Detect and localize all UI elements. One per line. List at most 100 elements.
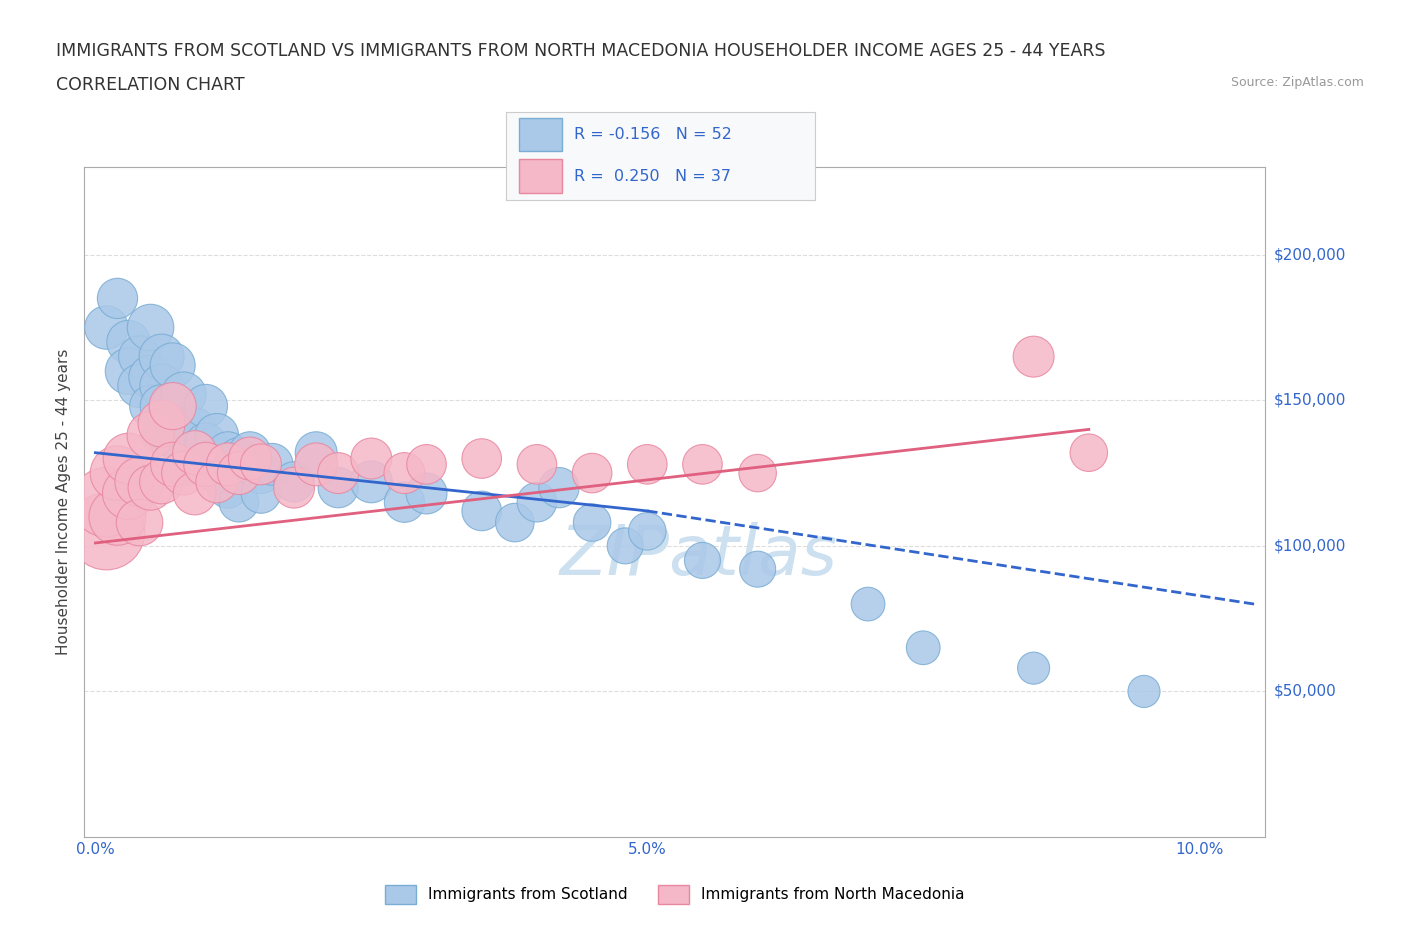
Point bbox=[117, 364, 139, 379]
Point bbox=[1133, 684, 1156, 698]
Point bbox=[239, 445, 262, 460]
Legend: Immigrants from Scotland, Immigrants from North Macedonia: Immigrants from Scotland, Immigrants fro… bbox=[380, 879, 970, 910]
Point bbox=[184, 486, 207, 501]
Point bbox=[636, 524, 658, 538]
Point bbox=[139, 428, 162, 443]
Point bbox=[96, 524, 118, 538]
Text: $150,000: $150,000 bbox=[1274, 392, 1346, 407]
Point bbox=[283, 474, 305, 489]
Point bbox=[205, 428, 228, 443]
Point bbox=[471, 503, 494, 518]
Point bbox=[394, 466, 416, 481]
Point bbox=[217, 457, 239, 472]
Point bbox=[139, 369, 162, 384]
Point bbox=[912, 641, 935, 656]
Point bbox=[260, 457, 283, 472]
Point bbox=[107, 466, 129, 481]
Text: IMMIGRANTS FROM SCOTLAND VS IMMIGRANTS FROM NORTH MACEDONIA HOUSEHOLDER INCOME A: IMMIGRANTS FROM SCOTLAND VS IMMIGRANTS F… bbox=[56, 42, 1105, 60]
Point bbox=[581, 466, 603, 481]
Point bbox=[217, 480, 239, 495]
Point bbox=[150, 349, 173, 364]
Point bbox=[173, 422, 195, 437]
Point bbox=[139, 320, 162, 335]
Point bbox=[162, 358, 184, 373]
Point bbox=[184, 457, 207, 472]
Point bbox=[305, 445, 328, 460]
Point bbox=[228, 451, 250, 466]
Point bbox=[1077, 445, 1099, 460]
Point bbox=[305, 457, 328, 472]
Text: CORRELATION CHART: CORRELATION CHART bbox=[56, 76, 245, 94]
Point bbox=[1022, 660, 1045, 675]
Point bbox=[548, 480, 571, 495]
Point bbox=[162, 399, 184, 414]
Point bbox=[162, 399, 184, 414]
Point bbox=[162, 428, 184, 443]
Point bbox=[636, 457, 658, 472]
Point bbox=[184, 445, 207, 460]
Point bbox=[328, 466, 350, 481]
Point bbox=[150, 379, 173, 393]
Point bbox=[139, 480, 162, 495]
Point bbox=[162, 457, 184, 472]
Point bbox=[328, 480, 350, 495]
Point bbox=[856, 597, 879, 612]
Point bbox=[150, 416, 173, 431]
Point bbox=[150, 428, 173, 443]
Point bbox=[250, 457, 273, 472]
Point bbox=[415, 486, 437, 501]
Point bbox=[283, 480, 305, 495]
Point bbox=[139, 399, 162, 414]
Point bbox=[217, 445, 239, 460]
Point bbox=[107, 510, 129, 525]
Text: $50,000: $50,000 bbox=[1274, 684, 1337, 699]
Point bbox=[581, 515, 603, 530]
Point bbox=[228, 466, 250, 481]
Point bbox=[96, 495, 118, 510]
Point bbox=[150, 399, 173, 414]
Text: Source: ZipAtlas.com: Source: ZipAtlas.com bbox=[1230, 76, 1364, 89]
Point bbox=[117, 451, 139, 466]
Point bbox=[173, 457, 195, 472]
Point bbox=[692, 553, 714, 568]
Point bbox=[128, 379, 150, 393]
Text: R =  0.250   N = 37: R = 0.250 N = 37 bbox=[574, 168, 731, 183]
Point bbox=[96, 320, 118, 335]
Point bbox=[526, 495, 548, 510]
Point bbox=[117, 335, 139, 350]
Point bbox=[205, 466, 228, 481]
Point bbox=[194, 399, 217, 414]
Point bbox=[205, 474, 228, 489]
Point bbox=[107, 291, 129, 306]
Point bbox=[614, 538, 637, 553]
Point bbox=[228, 495, 250, 510]
Text: $200,000: $200,000 bbox=[1274, 247, 1346, 262]
Point bbox=[184, 422, 207, 437]
Point bbox=[194, 436, 217, 451]
Point bbox=[503, 515, 526, 530]
Point bbox=[360, 474, 382, 489]
Point bbox=[173, 387, 195, 402]
Text: ZIPatlas: ZIPatlas bbox=[560, 523, 838, 590]
Point bbox=[747, 562, 769, 577]
FancyBboxPatch shape bbox=[519, 118, 562, 152]
Point bbox=[239, 451, 262, 466]
Point bbox=[747, 466, 769, 481]
Point bbox=[1022, 349, 1045, 364]
Point bbox=[128, 349, 150, 364]
Point bbox=[360, 451, 382, 466]
Text: $100,000: $100,000 bbox=[1274, 538, 1346, 553]
Point bbox=[471, 451, 494, 466]
Point bbox=[692, 457, 714, 472]
Text: R = -0.156   N = 52: R = -0.156 N = 52 bbox=[574, 127, 733, 142]
Point bbox=[415, 457, 437, 472]
Point bbox=[250, 486, 273, 501]
Point bbox=[250, 466, 273, 481]
Point bbox=[173, 466, 195, 481]
Point bbox=[128, 515, 150, 530]
Point bbox=[150, 474, 173, 489]
Point bbox=[128, 474, 150, 489]
Point bbox=[117, 486, 139, 501]
Point bbox=[194, 457, 217, 472]
Y-axis label: Householder Income Ages 25 - 44 years: Householder Income Ages 25 - 44 years bbox=[56, 349, 72, 656]
